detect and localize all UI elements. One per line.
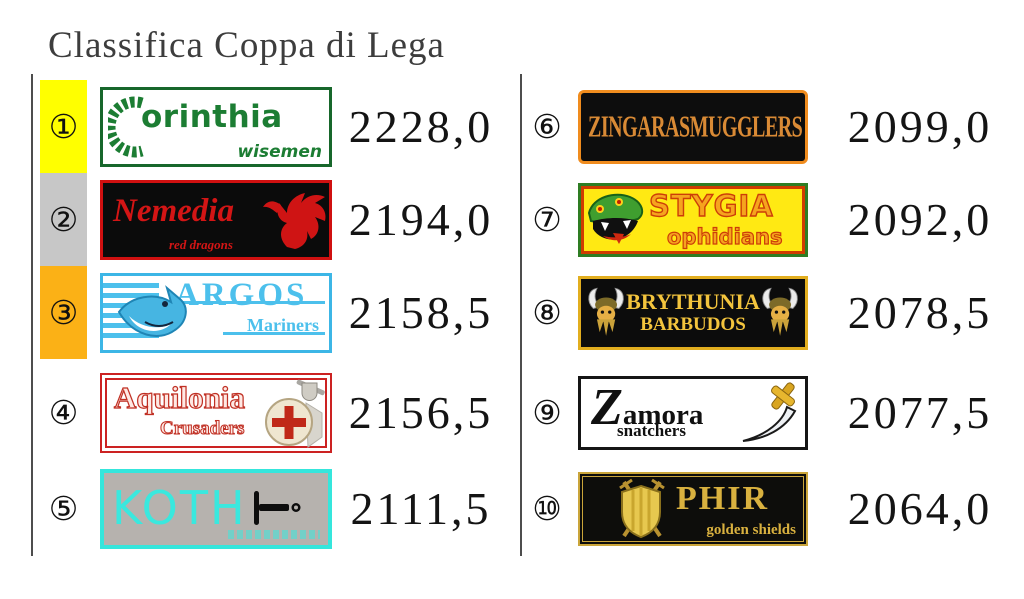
team-logo-zingara: ZINGARA SMUGGLERS [578,89,808,164]
team-subtitle: golden shields [706,521,796,538]
sword-icon [254,490,301,525]
rank-badge: ④ [40,366,87,459]
team-name: Aquilonia [113,379,245,415]
standings-row: ⑥ ZINGARA SMUGGLERS 2099,0 [528,80,1016,173]
team-subtitle: Crusaders [159,417,245,439]
snake-head-icon [587,193,644,244]
team-subtitle: snatchers [617,420,686,440]
rank-number: ② [48,200,79,239]
team-name: Zamora [591,377,704,436]
rank-badge: ⑤ [40,462,87,555]
standings-row: ④ Aquilonia Crusaders 2156,5 [40,366,510,459]
rank-badge: ⑩ [528,492,566,525]
column-divider [520,74,522,556]
team-name: Nemedia [113,192,234,229]
team-score: 2158,5 [348,287,494,338]
team-score: 2078,5 [847,287,993,338]
rank-number: ⑦ [532,200,562,239]
horizontal-rule [167,300,325,304]
team-name: ZINGARA [588,109,679,144]
rank-badge-bronze: ③ [40,266,87,359]
team-score: 2077,5 [847,387,993,438]
team-subtitle: Mariners [247,314,319,335]
team-score: 2228,0 [348,101,494,152]
team-logo-corinthia: orinthia wisemen [100,86,332,167]
standings-row: ② Nemedia red dragons 2194,0 [40,173,510,266]
rank-badge-silver: ② [40,173,87,266]
team-score: 2156,5 [348,387,494,438]
team-score: 2099,0 [847,101,993,152]
standings-row: ⑩ PHIR golden shields 2064,0 [528,462,1016,555]
crusader-knight-icon [265,379,325,448]
team-name: STYGIA [648,188,774,223]
team-logo-nemedia: Nemedia red dragons [100,179,332,260]
standings-row: ⑦ STYGIA ophidians 2092,0 [528,173,1016,266]
rank-badge: ⑧ [528,296,566,329]
rank-number: ⑥ [532,107,562,146]
team-logo-zamora: Zamora snatchers [578,375,808,450]
team-text-block: BRYTHUNIA BARBUDOS [626,289,760,335]
rank-badge-gold: ① [40,80,87,173]
standings-row: ⑧ BRYTHUNIA BARBUDOS 2078,5 [528,266,1016,359]
rank-number: ③ [48,293,79,332]
team-score: 2064,0 [847,483,993,534]
team-logo-ophir: PHIR golden shields [578,471,808,546]
rank-badge: ⑨ [528,396,566,429]
rank-number: ⑨ [532,393,562,432]
standings-row: ① orinthia wisemen 2228,0 [40,80,510,173]
illegible-subtitle [228,529,320,539]
team-score: 2194,0 [348,194,494,245]
rank-badge: ⑦ [528,203,566,236]
team-name: BRYTHUNIA [626,289,760,314]
rank-number: ① [48,107,79,146]
team-name: orinthia [141,98,283,135]
golden-shield-icon [619,478,665,538]
team-score: 2092,0 [847,194,993,245]
standings-row: ⑨ Zamora snatchers 2077,5 [528,366,1016,459]
rank-number: ④ [48,393,79,432]
team-name: ARGOS [175,276,308,313]
rank-number: ⑩ [532,489,562,528]
team-logo-aquilonia: Aquilonia Crusaders [100,372,332,453]
team-logo-koth: KOTH [100,468,332,549]
team-score: 2111,5 [350,483,492,534]
team-subtitle: ophidians [666,224,783,249]
team-logo-argos: ARGOS Mariners [100,272,332,353]
rank-number: ⑧ [532,293,562,332]
dagger-icon [742,381,797,442]
rank-badge: ⑥ [528,110,566,143]
team-subtitle: wisemen [237,141,322,162]
team-subtitle: BARBUDOS [640,314,746,335]
team-subtitle: red dragons [169,236,233,252]
shark-icon [117,284,187,337]
team-logo-brythunia: BRYTHUNIA BARBUDOS [578,275,808,350]
left-edge-divider [31,74,33,556]
horizontal-rule [223,331,325,335]
dragon-icon [263,192,326,249]
standings-row: ⑤ KOTH 2111,5 [40,462,510,555]
laurel-wreath-icon [108,96,144,157]
standings-row: ③ ARGOS Mariners 2158,5 [40,266,510,359]
team-name: KOTH [112,480,247,535]
viking-head-icon [588,287,624,336]
page-title: Classifica Coppa di Lega [48,25,445,66]
team-name: PHIR [676,479,769,517]
team-logo-stygia: STYGIA ophidians [578,182,808,257]
team-subtitle: SMUGGLERS [678,109,803,144]
viking-head-icon [762,287,798,336]
rank-number: ⑤ [48,489,79,528]
